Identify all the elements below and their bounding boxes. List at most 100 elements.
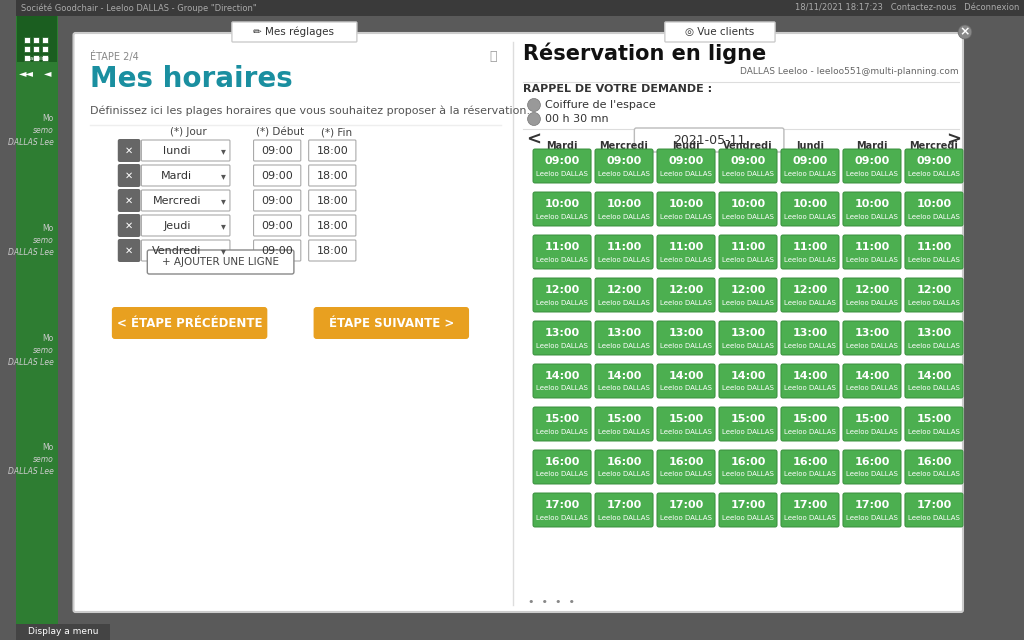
Text: Leeloo DALLAS: Leeloo DALLAS — [784, 515, 836, 520]
FancyBboxPatch shape — [781, 149, 839, 183]
FancyBboxPatch shape — [595, 364, 653, 398]
FancyBboxPatch shape — [118, 239, 140, 262]
Text: Leeloo DALLAS: Leeloo DALLAS — [660, 214, 712, 220]
Text: ◎ Vue clients: ◎ Vue clients — [685, 27, 755, 37]
FancyBboxPatch shape — [843, 450, 901, 484]
Text: 09:00: 09:00 — [669, 156, 703, 166]
Text: Mes horaires: Mes horaires — [90, 65, 293, 93]
FancyBboxPatch shape — [595, 149, 653, 183]
Text: Leeloo DALLAS: Leeloo DALLAS — [722, 342, 774, 349]
FancyBboxPatch shape — [781, 364, 839, 398]
Text: <: < — [526, 131, 541, 149]
Text: Définissez ici les plages horaires que vous souhaitez proposer à la réservation.: Définissez ici les plages horaires que v… — [90, 106, 530, 116]
FancyBboxPatch shape — [308, 165, 356, 186]
Text: 10:00: 10:00 — [545, 199, 580, 209]
Text: 09:00: 09:00 — [545, 156, 580, 166]
Text: Leeloo DALLAS: Leeloo DALLAS — [660, 170, 712, 177]
FancyBboxPatch shape — [781, 192, 839, 226]
Text: Mercredi: Mercredi — [909, 141, 958, 151]
FancyBboxPatch shape — [595, 407, 653, 441]
Text: Mardi: Mardi — [546, 141, 578, 151]
Text: 16:00: 16:00 — [916, 457, 951, 467]
Text: semo: semo — [33, 346, 54, 355]
Text: Leeloo DALLAS: Leeloo DALLAS — [537, 342, 588, 349]
Text: Leeloo DALLAS: Leeloo DALLAS — [537, 385, 588, 392]
FancyBboxPatch shape — [42, 55, 48, 61]
FancyBboxPatch shape — [57, 16, 983, 624]
Text: 17:00: 17:00 — [854, 500, 890, 510]
Text: Leeloo DALLAS: Leeloo DALLAS — [537, 214, 588, 220]
Text: Leeloo DALLAS: Leeloo DALLAS — [908, 170, 959, 177]
FancyBboxPatch shape — [781, 235, 839, 269]
Text: Leeloo DALLAS: Leeloo DALLAS — [908, 257, 959, 262]
Text: Leeloo DALLAS: Leeloo DALLAS — [846, 385, 898, 392]
Text: 11:00: 11:00 — [854, 242, 890, 252]
Text: Mercredi: Mercredi — [600, 141, 648, 151]
Text: Leeloo DALLAS: Leeloo DALLAS — [908, 342, 959, 349]
FancyBboxPatch shape — [595, 278, 653, 312]
Text: 10:00: 10:00 — [916, 199, 951, 209]
FancyBboxPatch shape — [665, 22, 775, 42]
FancyBboxPatch shape — [843, 192, 901, 226]
Text: ÉTAPE 2/4: ÉTAPE 2/4 — [90, 51, 139, 62]
Text: 17/05/2021: 17/05/2021 — [786, 152, 834, 161]
Text: RAPPEL DE VOTRE DEMANDE :: RAPPEL DE VOTRE DEMANDE : — [523, 84, 713, 94]
Text: 09:00: 09:00 — [730, 156, 766, 166]
Text: 10:00: 10:00 — [606, 199, 642, 209]
Text: Leeloo DALLAS: Leeloo DALLAS — [784, 472, 836, 477]
FancyBboxPatch shape — [657, 407, 715, 441]
FancyBboxPatch shape — [595, 192, 653, 226]
Text: semo: semo — [33, 236, 54, 244]
Text: 12:00: 12:00 — [545, 285, 580, 295]
Text: 11:00: 11:00 — [669, 242, 703, 252]
FancyBboxPatch shape — [118, 189, 140, 212]
FancyBboxPatch shape — [33, 46, 39, 52]
FancyBboxPatch shape — [719, 450, 777, 484]
Text: semo: semo — [33, 456, 54, 465]
Text: Leeloo DALLAS: Leeloo DALLAS — [846, 342, 898, 349]
FancyBboxPatch shape — [534, 364, 591, 398]
Text: 18:00: 18:00 — [316, 146, 348, 156]
FancyBboxPatch shape — [308, 140, 356, 161]
Text: (*) Fin: (*) Fin — [321, 127, 352, 137]
FancyBboxPatch shape — [905, 364, 963, 398]
FancyBboxPatch shape — [781, 278, 839, 312]
Text: Leeloo DALLAS: Leeloo DALLAS — [537, 429, 588, 435]
Text: Leeloo DALLAS: Leeloo DALLAS — [846, 170, 898, 177]
Text: 10:00: 10:00 — [669, 199, 703, 209]
Text: 12:00: 12:00 — [854, 285, 890, 295]
FancyBboxPatch shape — [657, 149, 715, 183]
Text: Leeloo DALLAS: Leeloo DALLAS — [722, 515, 774, 520]
Text: 15:00: 15:00 — [669, 414, 703, 424]
FancyBboxPatch shape — [25, 37, 30, 43]
Text: Leeloo DALLAS: Leeloo DALLAS — [784, 300, 836, 305]
FancyBboxPatch shape — [843, 278, 901, 312]
FancyBboxPatch shape — [657, 235, 715, 269]
Text: 09:00: 09:00 — [261, 246, 293, 256]
Text: ✕: ✕ — [125, 146, 133, 156]
Text: 18:00: 18:00 — [316, 171, 348, 181]
FancyBboxPatch shape — [141, 190, 230, 211]
Text: Leeloo DALLAS: Leeloo DALLAS — [784, 257, 836, 262]
FancyBboxPatch shape — [595, 321, 653, 355]
Text: 12/05/2021: 12/05/2021 — [600, 152, 648, 161]
Text: Leeloo DALLAS: Leeloo DALLAS — [537, 472, 588, 477]
Text: 15:00: 15:00 — [854, 414, 890, 424]
FancyBboxPatch shape — [905, 493, 963, 527]
Text: 18:00: 18:00 — [316, 196, 348, 206]
FancyBboxPatch shape — [33, 55, 39, 61]
Text: ◄◄: ◄◄ — [18, 68, 34, 78]
Text: 13/05/2021: 13/05/2021 — [663, 152, 710, 161]
FancyBboxPatch shape — [534, 407, 591, 441]
Text: 15:00: 15:00 — [545, 414, 580, 424]
Circle shape — [527, 113, 541, 125]
FancyBboxPatch shape — [719, 364, 777, 398]
Text: Vendredi: Vendredi — [723, 141, 773, 151]
Text: ▾: ▾ — [220, 146, 225, 156]
FancyBboxPatch shape — [254, 165, 301, 186]
FancyBboxPatch shape — [254, 215, 301, 236]
Text: 09:00: 09:00 — [261, 221, 293, 231]
FancyBboxPatch shape — [719, 493, 777, 527]
Text: 15:00: 15:00 — [730, 414, 766, 424]
Text: Leeloo DALLAS: Leeloo DALLAS — [846, 257, 898, 262]
